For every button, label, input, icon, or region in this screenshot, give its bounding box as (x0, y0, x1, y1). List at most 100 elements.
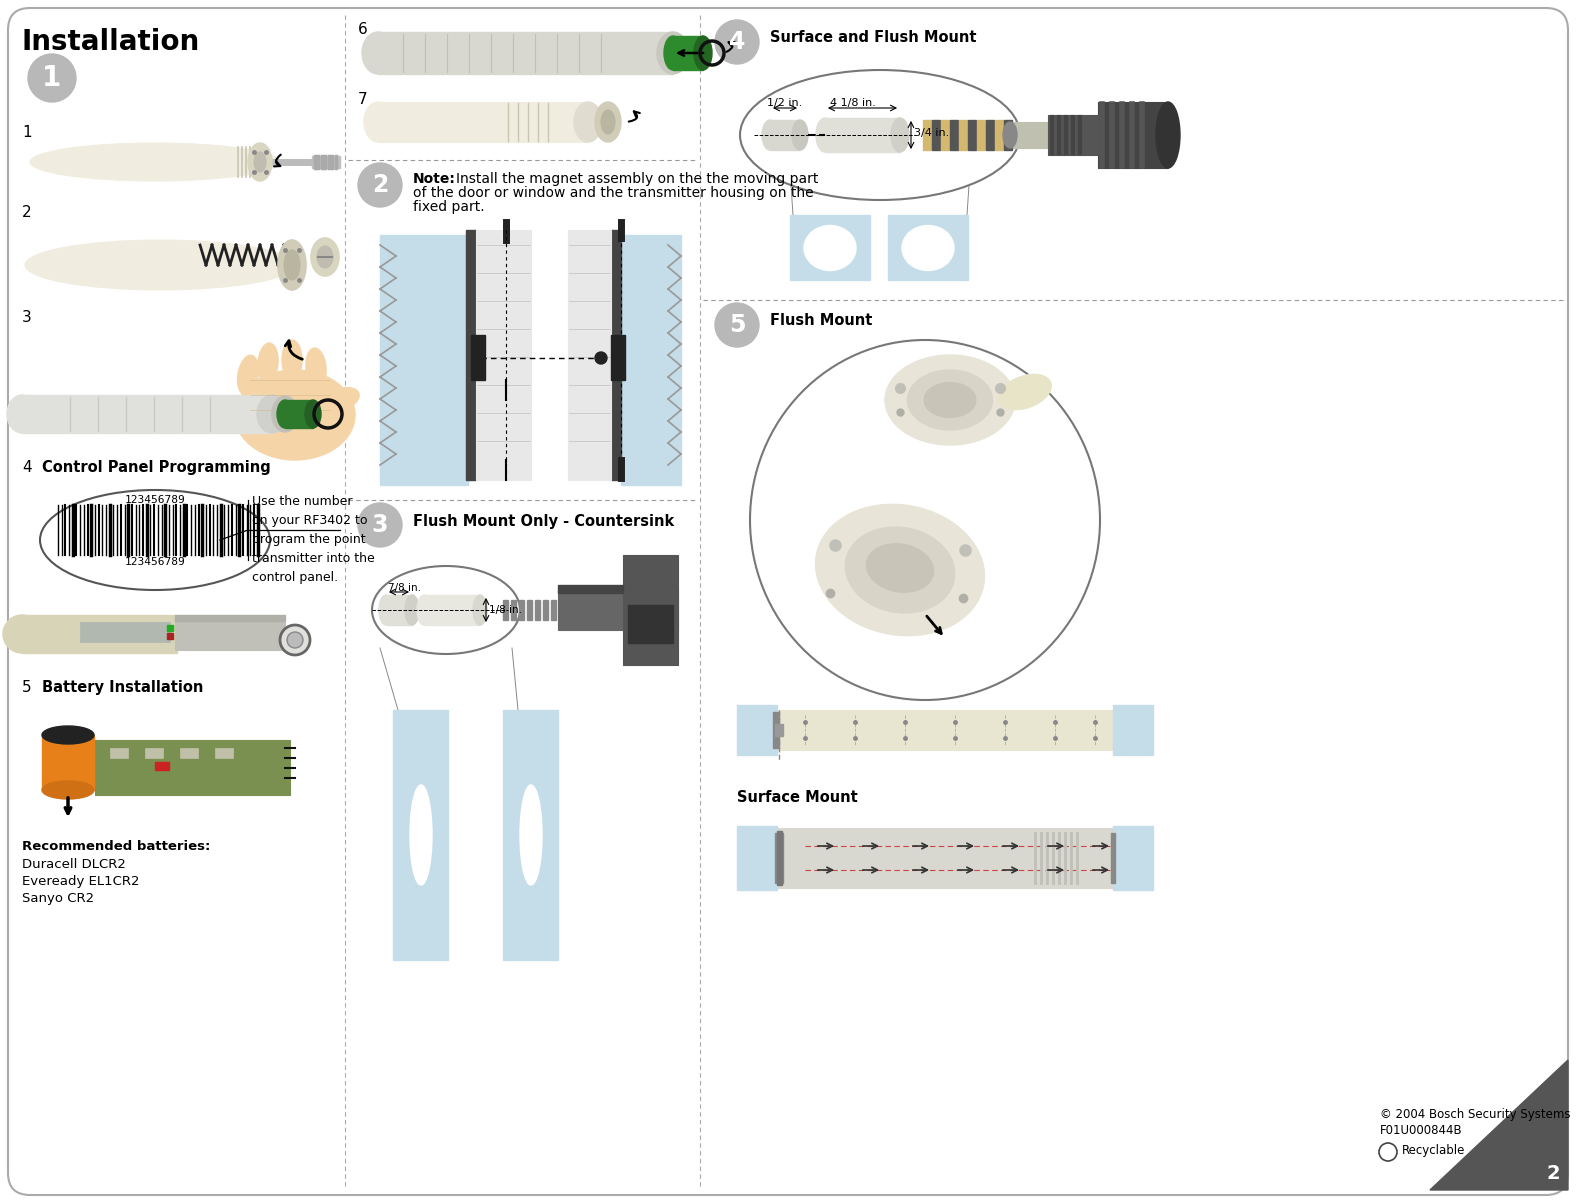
Ellipse shape (574, 102, 602, 142)
Text: Surface and Flush Mount: Surface and Flush Mount (771, 30, 977, 45)
Ellipse shape (258, 345, 277, 381)
Ellipse shape (845, 527, 955, 614)
Bar (987, 120, 994, 150)
Bar (511, 600, 515, 620)
Ellipse shape (999, 374, 1051, 410)
Ellipse shape (890, 118, 909, 152)
Bar (378, 32, 673, 75)
Ellipse shape (277, 241, 306, 290)
Bar (558, 585, 623, 593)
Text: F01U000844B: F01U000844B (1381, 1124, 1463, 1137)
Text: 2: 2 (372, 173, 388, 197)
Text: 1/2 in.: 1/2 in. (768, 97, 802, 108)
Bar (471, 334, 485, 380)
Bar (1111, 832, 1114, 883)
Ellipse shape (235, 371, 355, 460)
Text: Note:: Note: (413, 172, 455, 186)
Ellipse shape (284, 250, 299, 280)
Ellipse shape (663, 36, 682, 70)
Bar (378, 102, 588, 142)
Bar (1013, 122, 1048, 148)
Bar (526, 600, 533, 620)
Circle shape (358, 503, 402, 547)
Ellipse shape (310, 238, 339, 275)
Bar (960, 120, 968, 150)
Ellipse shape (804, 225, 856, 271)
Ellipse shape (600, 109, 615, 134)
Ellipse shape (763, 120, 779, 150)
Bar (466, 230, 476, 480)
Bar (775, 832, 783, 883)
Text: © 2004 Bosch Security Systems: © 2004 Bosch Security Systems (1381, 1108, 1571, 1121)
Bar (534, 600, 541, 620)
Bar (772, 712, 779, 748)
Bar (386, 595, 411, 626)
Ellipse shape (238, 355, 258, 395)
Text: 123456789: 123456789 (125, 494, 186, 505)
Text: 2: 2 (22, 205, 32, 220)
Bar (941, 120, 949, 150)
Text: Install the magnet assembly on the the moving part: Install the magnet assembly on the the m… (455, 172, 818, 186)
Ellipse shape (362, 32, 394, 75)
Ellipse shape (596, 102, 621, 142)
Bar (931, 120, 939, 150)
Bar (424, 595, 481, 626)
Bar (621, 235, 681, 485)
Text: Surface Mount: Surface Mount (738, 790, 857, 805)
Circle shape (716, 303, 760, 346)
Bar (519, 600, 523, 620)
Ellipse shape (284, 342, 301, 378)
Ellipse shape (30, 143, 281, 180)
Ellipse shape (693, 36, 712, 70)
Circle shape (28, 54, 76, 102)
Bar (180, 748, 199, 758)
Text: fixed part.: fixed part. (413, 200, 485, 214)
Ellipse shape (238, 357, 257, 393)
Bar (887, 215, 968, 280)
Bar (43, 735, 95, 790)
Ellipse shape (6, 395, 36, 433)
Ellipse shape (364, 102, 392, 142)
Bar (924, 120, 931, 150)
Text: Flush Mount Only - Countersink: Flush Mount Only - Countersink (413, 514, 675, 529)
Bar (777, 831, 782, 885)
Text: Sanyo CR2: Sanyo CR2 (22, 891, 95, 905)
Circle shape (287, 632, 303, 648)
Text: Flush Mount: Flush Mount (771, 313, 873, 328)
Bar (1004, 120, 1012, 150)
Bar (22, 615, 177, 653)
Text: Recyclable: Recyclable (1403, 1144, 1466, 1157)
Bar (175, 618, 285, 650)
Bar (552, 600, 556, 620)
Ellipse shape (1157, 102, 1180, 168)
Ellipse shape (39, 490, 269, 589)
Bar (567, 230, 611, 480)
Text: of the door or window and the transmitter housing on the: of the door or window and the transmitte… (413, 186, 813, 200)
Bar (145, 748, 162, 758)
Text: 3: 3 (22, 310, 32, 325)
Text: Control Panel Programming: Control Panel Programming (43, 460, 271, 475)
Bar (738, 826, 777, 890)
Text: 1/8 in.: 1/8 in. (489, 605, 522, 615)
Text: 4: 4 (728, 30, 745, 54)
Ellipse shape (815, 504, 985, 635)
Text: Installation: Installation (22, 28, 200, 57)
Ellipse shape (254, 152, 266, 172)
Ellipse shape (886, 355, 1015, 445)
Text: 2: 2 (1546, 1165, 1560, 1183)
Bar (627, 605, 673, 642)
Bar (824, 118, 900, 152)
Polygon shape (1429, 1060, 1568, 1190)
Bar (392, 710, 448, 960)
Text: 5: 5 (728, 313, 745, 337)
Bar (22, 395, 273, 433)
Circle shape (358, 162, 402, 207)
Bar (1048, 115, 1098, 155)
Ellipse shape (3, 615, 41, 653)
Bar (611, 334, 626, 380)
Bar (544, 600, 548, 620)
Ellipse shape (924, 383, 976, 417)
Bar (1113, 705, 1154, 755)
Ellipse shape (306, 401, 322, 428)
Bar (175, 615, 285, 621)
